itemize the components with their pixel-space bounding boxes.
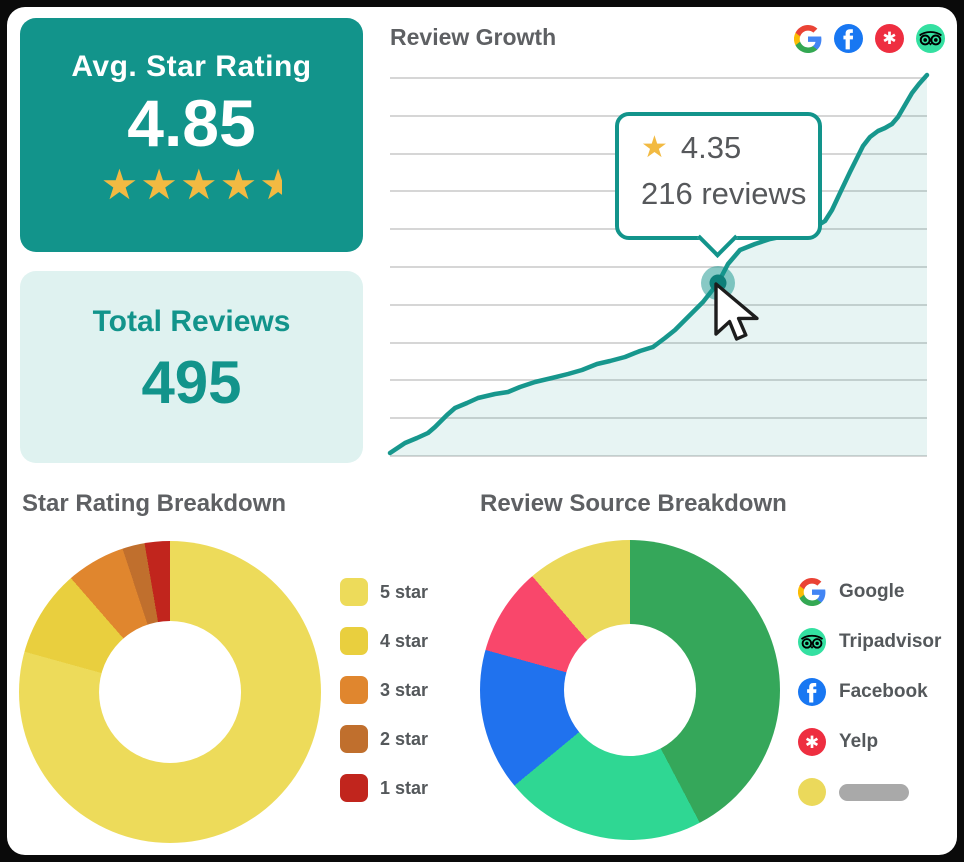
- total-reviews-card: Total Reviews 495: [20, 271, 363, 463]
- star-rating-donut-chart[interactable]: [19, 541, 321, 843]
- legend-label: 5 star: [380, 581, 429, 602]
- star-breakdown-title: Star Rating Breakdown: [22, 490, 287, 517]
- star-icon: ★: [641, 131, 668, 164]
- legend-label: Google: [839, 581, 905, 602]
- google-icon: [798, 578, 826, 606]
- legend-swatch: [340, 774, 368, 802]
- legend-swatch: [340, 627, 368, 655]
- avg-rating-value: 4.85: [127, 86, 256, 160]
- legend-item-facebook: Facebook: [798, 678, 941, 706]
- legend-item-tripadvisor: Tripadvisor: [798, 628, 941, 656]
- review-source-legend: Google Tripadvisor Facebook ✱: [798, 578, 941, 828]
- chart-tooltip: ★ 4.35 216 reviews: [615, 112, 822, 259]
- legend-label: 4 star: [380, 630, 429, 651]
- legend-item-yelp: ✱ Yelp: [798, 728, 941, 756]
- legend-item-3-star: 3 star: [340, 676, 428, 704]
- tooltip-reviews-count: 216 reviews: [641, 176, 807, 211]
- legend-item-5-star: 5 star: [340, 578, 428, 606]
- yelp-icon: ✱: [798, 728, 826, 756]
- legend-item-other: [798, 778, 941, 806]
- avg-rating-title: Avg. Star Rating: [71, 50, 312, 83]
- star-rating-icons: ★★★★★: [20, 164, 363, 206]
- yelp-icon[interactable]: ✱: [875, 24, 904, 53]
- source-icons-row: ✱: [793, 24, 945, 53]
- total-reviews-title: Total Reviews: [92, 305, 291, 338]
- legend-item-2-star: 2 star: [340, 725, 428, 753]
- tripadvisor-icon[interactable]: [916, 24, 945, 53]
- review-growth-title: Review Growth: [390, 24, 557, 50]
- full-stars-icon: ★★★★: [100, 161, 260, 208]
- legend-swatch: [340, 578, 368, 606]
- legend-swatch: [340, 725, 368, 753]
- legend-item-4-star: 4 star: [340, 627, 428, 655]
- source-breakdown-title: Review Source Breakdown: [480, 490, 787, 517]
- legend-item-google: Google: [798, 578, 941, 606]
- facebook-icon[interactable]: [834, 24, 863, 53]
- google-icon[interactable]: [793, 24, 822, 53]
- legend-item-1-star: 1 star: [340, 774, 428, 802]
- tooltip-rating-value: 4.35: [680, 130, 742, 165]
- redacted-label-blob: [839, 783, 909, 801]
- half-star-icon: ★: [259, 164, 283, 206]
- donut-hole: [99, 621, 241, 763]
- review-source-donut-chart[interactable]: [480, 540, 780, 840]
- legend-label: Facebook: [839, 681, 928, 702]
- donut-hole: [564, 624, 696, 756]
- legend-label: 3 star: [380, 679, 429, 700]
- other-source-icon: [798, 778, 826, 806]
- legend-label: 2 star: [380, 728, 429, 749]
- avg-star-rating-card: Avg. Star Rating 4.85 ★★★★★: [20, 18, 363, 252]
- legend-label: 1 star: [380, 777, 429, 798]
- legend-swatch: [340, 676, 368, 704]
- total-reviews-value: 495: [141, 349, 242, 416]
- star-rating-legend: 5 star 4 star 3 star 2 star 1 star: [340, 578, 428, 823]
- legend-label: Tripadvisor: [839, 631, 942, 652]
- legend-label: Yelp: [839, 731, 879, 752]
- tripadvisor-icon: [798, 628, 826, 656]
- cursor-icon: [714, 282, 759, 341]
- facebook-icon: [798, 678, 826, 706]
